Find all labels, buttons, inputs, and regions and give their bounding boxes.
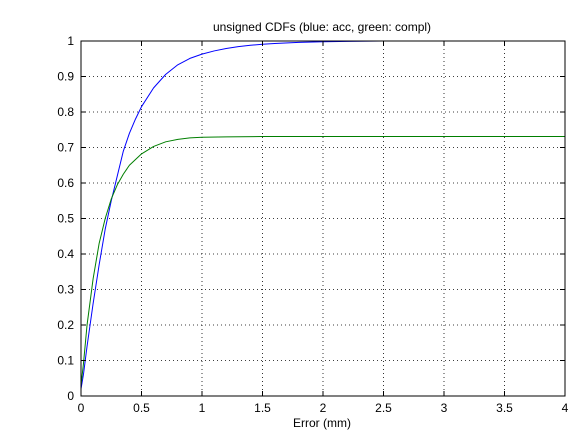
x-tick-label: 1.5	[254, 401, 271, 415]
y-tick-label: 0.6	[57, 176, 74, 190]
x-tick-label: 0.5	[133, 401, 150, 415]
x-tick-label: 1	[199, 401, 206, 415]
x-tick-label: 0	[78, 401, 85, 415]
y-tick-label: 0.7	[57, 141, 74, 155]
y-tick-label: 0.1	[57, 354, 74, 368]
y-tick-label: 0	[67, 389, 74, 403]
y-tick-label: 0.4	[57, 247, 74, 261]
y-tick-label: 0.3	[57, 283, 74, 297]
x-tick-label: 2.5	[375, 401, 392, 415]
y-tick-label: 0.8	[57, 105, 74, 119]
y-tick-label: 1	[67, 34, 74, 48]
x-tick-label: 3.5	[496, 401, 513, 415]
x-tick-label: 2	[320, 401, 327, 415]
x-axis-label: Error (mm)	[293, 416, 351, 430]
chart-title: unsigned CDFs (blue: acc, green: compl)	[213, 20, 431, 34]
y-tick-label: 0.9	[57, 70, 74, 84]
series-lines	[80, 40, 565, 389]
axis-ticks: 0 0.5 1 1.5 2 2.5 3 3.5 4 0 0.1 0.2 0.3 0.4 0.5 0.6 0.7 0…	[57, 34, 568, 415]
series-line-green	[80, 136, 565, 386]
series-line-blue	[80, 40, 565, 389]
y-tick-label: 0.2	[57, 318, 74, 332]
x-tick-label: 4	[562, 401, 569, 415]
grid	[81, 41, 565, 396]
x-tick-label: 3	[441, 401, 448, 415]
y-tick-label: 0.5	[57, 212, 74, 226]
